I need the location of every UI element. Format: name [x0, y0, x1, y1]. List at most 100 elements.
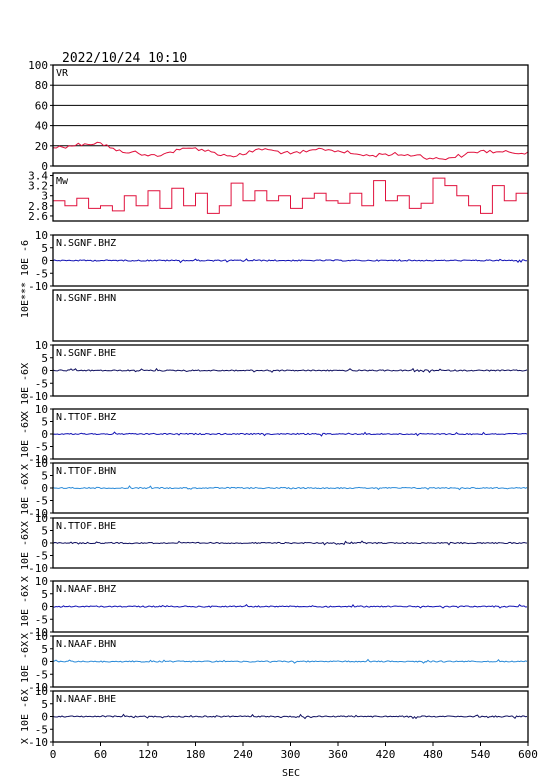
panel-vr: 100 80 60 40 20 0 VR: [28, 59, 529, 173]
y-axis-unit-label: 10E -6: [20, 240, 31, 276]
y-tick-label: 0: [41, 255, 48, 268]
y-tick-label: -5: [35, 613, 48, 626]
trace-line: [52, 658, 528, 664]
y-tick-label: 10: [35, 575, 48, 588]
panel-label: N.TTOF.BHZ: [56, 412, 116, 423]
x-tick-label: 180: [186, 748, 206, 761]
y-tick-label: 5: [41, 416, 48, 429]
y-tick-label: -5: [35, 668, 48, 681]
panel-frame: [52, 635, 529, 688]
panel-frame: [52, 289, 529, 342]
y-tick-label: 5: [41, 643, 48, 656]
y-tick-label: -10: [28, 390, 48, 403]
y-tick-label: 5: [41, 470, 48, 483]
y-tick-label: -5: [35, 495, 48, 508]
y-tick-label: 10: [35, 630, 48, 643]
trace-line: [52, 485, 528, 491]
panel-label: N.SGNF.BHZ: [56, 238, 116, 249]
panel-label: VR: [56, 68, 69, 79]
y-tick-label: -5: [35, 267, 48, 280]
panel-label: N.TTOF.BHN: [56, 466, 116, 477]
y-tick-label: 10: [35, 339, 48, 352]
y-tick-label: 60: [35, 99, 48, 112]
y-tick-label: -10: [28, 626, 48, 639]
y-tick-label: 5: [41, 352, 48, 365]
panel-mw: 3.43.232.82.6 Mw: [28, 170, 529, 223]
y-tick-label: 5: [41, 525, 48, 538]
y-tick-label: 3.2: [28, 180, 48, 193]
x-tick-label: 120: [138, 748, 158, 761]
y-tick-label: -5: [35, 723, 48, 736]
trace-line: [52, 540, 528, 546]
y-tick-label: 5: [41, 698, 48, 711]
panel-label: N.TTOF.BHE: [56, 521, 116, 532]
panel-frame: [52, 580, 529, 633]
x-axis-label: SEC: [282, 768, 300, 779]
x-tick-label: 60: [94, 748, 107, 761]
y-tick-label: 20: [35, 140, 48, 153]
y-tick-label: 100: [28, 59, 48, 72]
y-tick-label: 0: [41, 160, 48, 173]
x-tick-label: 240: [233, 748, 253, 761]
x-tick-label: 0: [50, 748, 57, 761]
y-tick-label: 0: [41, 482, 48, 495]
y-tick-label: 3: [41, 190, 48, 203]
y-axis-unit-label: X 10E -6X: [20, 363, 31, 417]
x-tick-label: 300: [281, 748, 301, 761]
x-tick-label: 540: [471, 748, 491, 761]
panel-frame: [52, 344, 529, 397]
y-axis-unit-label: X 10E -6X: [20, 473, 31, 527]
y-tick-label: 10: [35, 512, 48, 525]
panel-frame: [52, 172, 529, 222]
panel-n-sgnf-bhn: N.SGNF.BHN: [52, 289, 529, 342]
y-tick-label: 5: [41, 242, 48, 255]
y-tick-label: 80: [35, 79, 48, 92]
trace-line: [52, 258, 528, 264]
trace-line: [52, 367, 528, 374]
y-tick-label: -10: [28, 507, 48, 520]
y-tick-label: -5: [35, 377, 48, 390]
y-axis-unit-label: 10E***: [20, 282, 31, 318]
y-tick-label: 10: [35, 403, 48, 416]
trace-line: [52, 603, 528, 609]
trace-line: [52, 431, 528, 437]
y-axis-unit-label: X 10E -6X: [20, 416, 31, 470]
y-tick-label: 10: [35, 229, 48, 242]
y-tick-label: 0: [41, 365, 48, 378]
y-tick-label: 40: [35, 120, 48, 133]
panel-label: Mw: [56, 176, 69, 187]
y-axis-unit-label: X 10E -6X: [20, 528, 31, 582]
panel-frame: [52, 234, 529, 287]
timestamp-title: 2022/10/24 10:10: [62, 51, 187, 66]
y-tick-label: 0: [41, 711, 48, 724]
x-tick-label: 420: [376, 748, 396, 761]
y-tick-label: 0: [41, 537, 48, 550]
y-tick-label: -10: [28, 736, 48, 749]
panel-label: N.NAAF.BHN: [56, 639, 116, 650]
trace-line: [52, 713, 528, 720]
panel-label: N.NAAF.BHE: [56, 694, 116, 705]
y-tick-label: 2.6: [28, 210, 48, 223]
y-tick-label: -10: [28, 280, 48, 293]
y-tick-label: 0: [41, 601, 48, 614]
y-tick-label: 2.8: [28, 200, 48, 213]
panel-label: N.SGNF.BHE: [56, 348, 116, 359]
y-tick-label: -10: [28, 681, 48, 694]
y-tick-label: 10: [35, 457, 48, 470]
panel-frame: [52, 408, 529, 460]
y-tick-label: -5: [35, 441, 48, 454]
panel-label: N.SGNF.BHN: [56, 293, 116, 304]
series-line-vr: [52, 141, 529, 161]
y-axis-unit-label: X 10E -6X: [20, 641, 31, 695]
y-tick-label: 10: [35, 685, 48, 698]
x-tick-label: 480: [423, 748, 443, 761]
y-axis-unit-label: X 10E -6: [20, 696, 31, 744]
y-axis-unit-label: X 10E -6X: [20, 585, 31, 639]
y-tick-label: -5: [35, 550, 48, 563]
